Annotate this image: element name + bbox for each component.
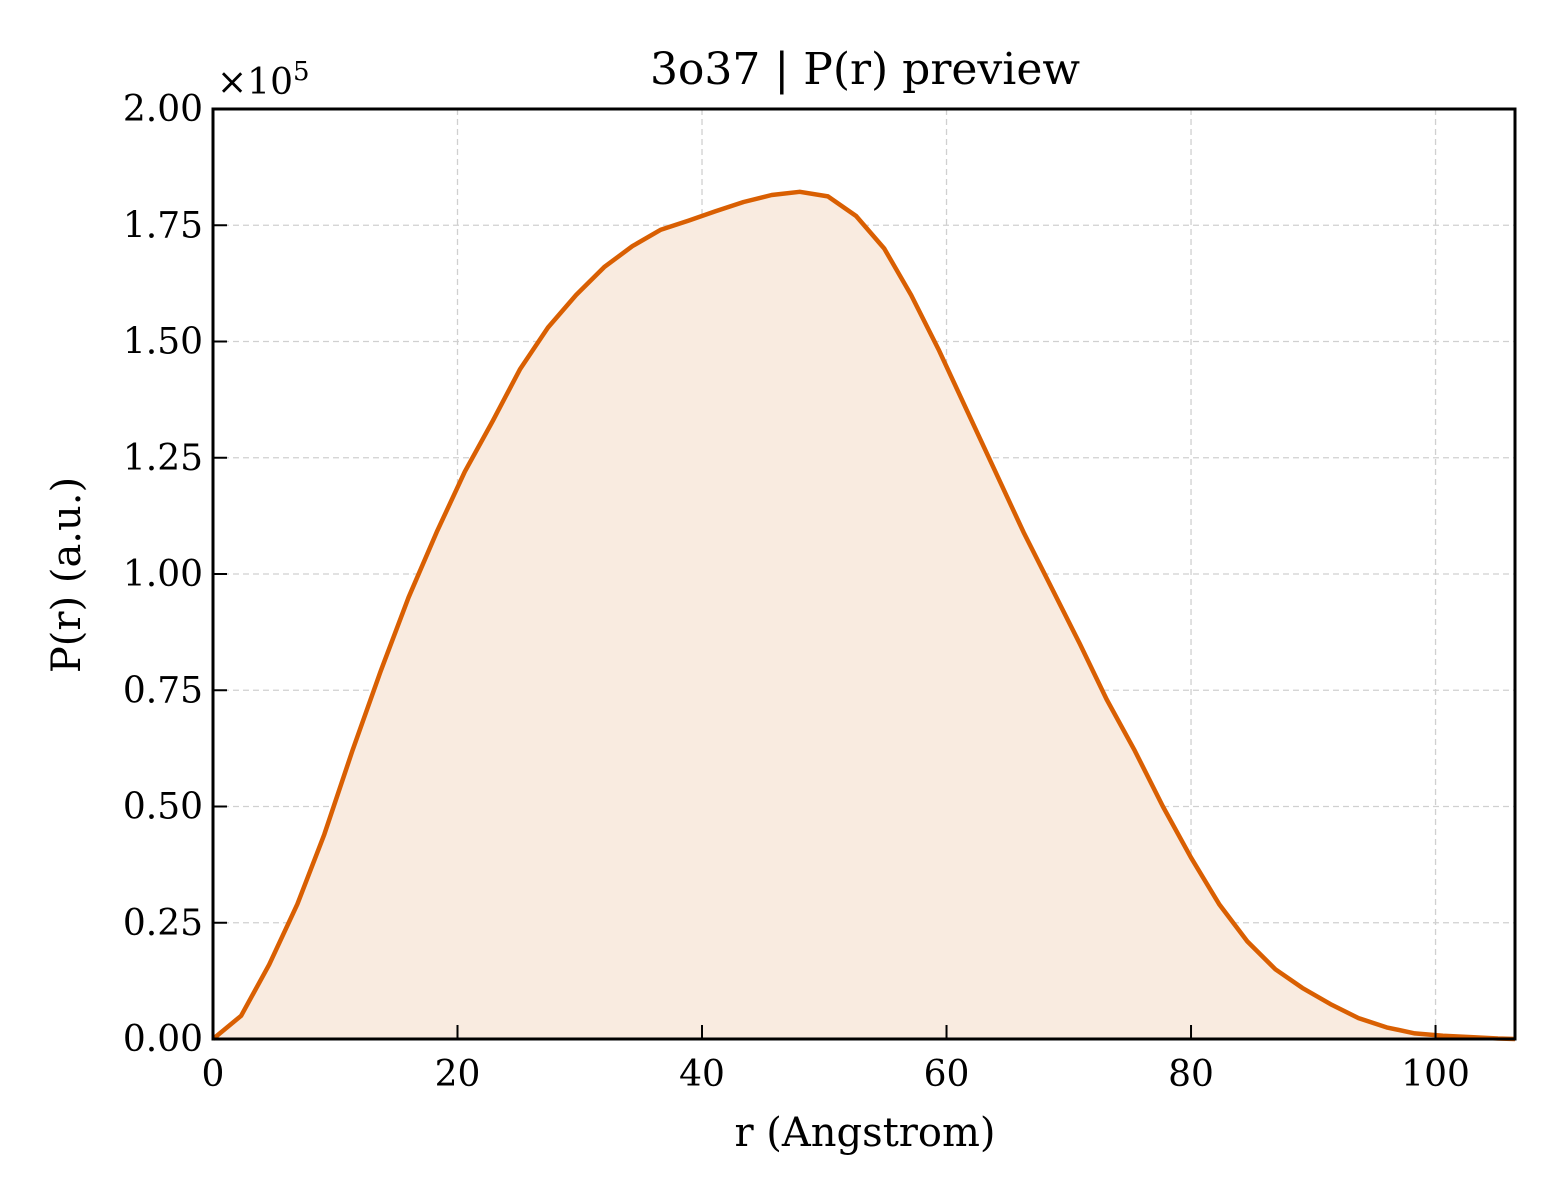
y-tick-label-5: 1.25 — [123, 438, 203, 479]
x-tick-label-5: 100 — [1401, 1054, 1470, 1095]
chart-title: 3o37 | P(r) preview — [650, 44, 1080, 95]
pr-area-fill — [213, 191, 1515, 1040]
y-multiplier-exponent: 5 — [293, 57, 310, 87]
y-tick-label-3: 0.75 — [123, 670, 203, 711]
y-tick-label-4: 1.00 — [123, 554, 203, 595]
y-tick-label-0: 0.00 — [123, 1019, 203, 1060]
x-tick-label-4: 80 — [1168, 1054, 1214, 1095]
x-tick-label-3: 60 — [924, 1054, 970, 1095]
y-tick-label-2: 0.50 — [123, 787, 203, 828]
y-multiplier: ×105 — [217, 57, 310, 103]
x-tick-label-1: 20 — [435, 1054, 481, 1095]
x-tick-label-2: 40 — [679, 1054, 725, 1095]
y-axis-ticks: 0.00 0.25 0.50 0.75 1.00 1.25 1.50 1.75 2.00 — [123, 89, 227, 1060]
pr-curve-line — [211, 189, 1516, 1042]
y-tick-label-1: 0.25 — [123, 903, 203, 944]
y-tick-label-6: 1.50 — [123, 322, 203, 363]
y-multiplier-base: ×10 — [217, 62, 293, 103]
x-axis-ticks: 0 20 40 60 80 100 — [202, 1025, 1470, 1095]
y-tick-label-7: 1.75 — [123, 205, 203, 246]
x-axis-label: r (Angstrom) — [734, 1110, 995, 1156]
x-tick-label-0: 0 — [202, 1054, 225, 1095]
y-axis-label: P(r) (a.u.) — [44, 477, 90, 673]
y-tick-label-8: 2.00 — [123, 89, 203, 130]
